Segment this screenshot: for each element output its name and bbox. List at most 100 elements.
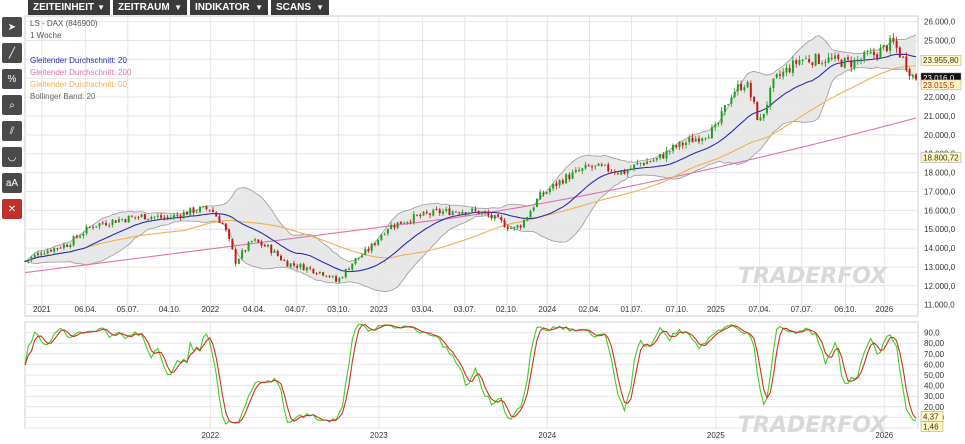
candle-body [915,74,918,80]
x-tick-label: 05.07. [117,305,139,314]
candle-body [211,209,214,213]
candle-body [202,206,205,207]
candle-body [688,137,691,143]
candle-body [655,158,658,160]
stoch-y-tick-label: 90,0 [924,329,940,338]
arc-tool-icon[interactable]: ◡ [2,147,22,167]
chevron-down-icon: ▼ [255,3,263,12]
candle-body [318,271,321,274]
candle-body [788,68,791,73]
sma20-value-label: 23.015,5 [923,81,955,90]
candle-body [156,215,159,217]
candle-body [610,171,613,173]
stoch-x-tick-label: 2023 [370,431,388,440]
axes: 11.000,0 12.000,0 13.000,0 14.000,0 15.000,0… [33,18,962,440]
candle-body [260,241,263,246]
y-tick-label: 14.000,0 [924,244,956,253]
candle-body [169,217,172,219]
candle-body [898,47,901,58]
candle-body [409,221,412,223]
candle-body [558,180,561,186]
y-tick-label: 16.000,0 [924,206,956,215]
candle-body [85,226,88,234]
candle-body [273,250,276,253]
candle-body [908,69,911,77]
stoch-y-tick-label: 60,00 [924,360,945,369]
x-tick-label: 2026 [875,305,893,314]
candle-body [30,257,33,260]
candle-body [834,55,837,59]
candle-body [782,71,785,77]
candle-body [623,170,626,174]
candle-body [199,206,201,212]
candle-body [399,221,402,224]
x-tick-label: 07.04. [748,305,770,314]
candle-body [866,53,869,55]
menu-scans-label: SCANS [276,2,312,13]
chevron-down-icon: ▼ [97,3,105,12]
candle-body [552,183,555,189]
candle-body [523,220,525,228]
menu-indikator[interactable]: INDIKATOR ▼ [190,0,268,15]
x-tick-label: 2024 [538,305,556,314]
menu-zeiteinheit[interactable]: ZEITEINHEIT ▼ [28,0,110,15]
candle-body [636,162,639,165]
menu-indikator-label: INDIKATOR [195,2,250,13]
candle-body [869,52,872,54]
zoom-icon[interactable]: ⌕ [2,95,22,115]
menu-scans[interactable]: SCANS ▼ [271,0,329,15]
candle-body [393,225,396,228]
candle-body [348,269,350,270]
sma50-value-label-bg [920,54,962,66]
candle-body [885,45,888,52]
percent-tool-icon[interactable]: % [2,69,22,89]
candle-body [49,250,52,252]
parallel-lines-icon[interactable]: ⫽ [2,121,22,141]
candle-body [241,250,244,259]
candle-body [830,58,833,59]
candle-body [510,227,513,229]
legend-period: 1 Woche [30,31,62,40]
candle-body [237,258,240,264]
candle-body [616,173,619,175]
x-tick-label: 2021 [33,305,51,314]
candle-body [299,264,302,268]
stoch-x-tick-label: 2024 [538,431,556,440]
candle-body [247,242,250,251]
candle-body [753,96,756,103]
delete-icon[interactable]: ✕ [2,199,22,219]
candle-body [160,215,163,218]
candle-body [163,217,166,219]
candle-body [224,223,227,231]
candle-body [808,58,811,63]
candle-body [778,74,781,76]
candle-body [539,192,542,200]
text-tool-icon[interactable]: aA [2,173,22,193]
candle-body [215,212,218,217]
stoch-y-tick-label: 50,00 [924,371,945,380]
candle-body [354,258,357,264]
candle-body [493,215,496,219]
stoch-d-badge-bg [920,421,944,432]
candle-body [192,207,195,213]
candle-body [814,53,817,66]
candle-body [568,174,571,180]
candle-body [315,273,318,275]
candle-body [361,255,363,258]
candle-body [101,222,104,224]
candle-body [697,138,700,142]
candle-body [289,263,292,268]
menu-zeitraum[interactable]: ZEITRAUM ▼ [113,0,187,15]
x-tick-label: 2023 [370,305,388,314]
candle-body [322,272,325,276]
stoch-x-tick-label: 2022 [201,431,219,440]
stoch-x-tick-label: 2025 [707,431,725,440]
candle-body [581,168,584,171]
candle-body [88,226,91,228]
cursor-icon[interactable]: ➤ [2,17,22,37]
watermark: TRADERFOX [738,264,888,289]
candle-body [487,212,490,216]
line-tool-icon[interactable]: ╱ [2,43,22,63]
last-price-label: 23.016,0 [923,74,955,83]
candle-body [143,213,146,220]
